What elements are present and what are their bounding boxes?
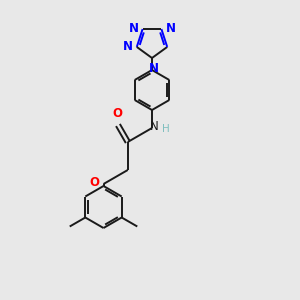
Text: N: N xyxy=(149,62,159,75)
Text: N: N xyxy=(165,22,176,34)
Text: O: O xyxy=(112,107,122,120)
Text: N: N xyxy=(129,22,139,34)
Text: N: N xyxy=(150,121,158,134)
Text: H: H xyxy=(162,124,170,134)
Text: N: N xyxy=(123,40,133,53)
Text: O: O xyxy=(89,176,100,190)
